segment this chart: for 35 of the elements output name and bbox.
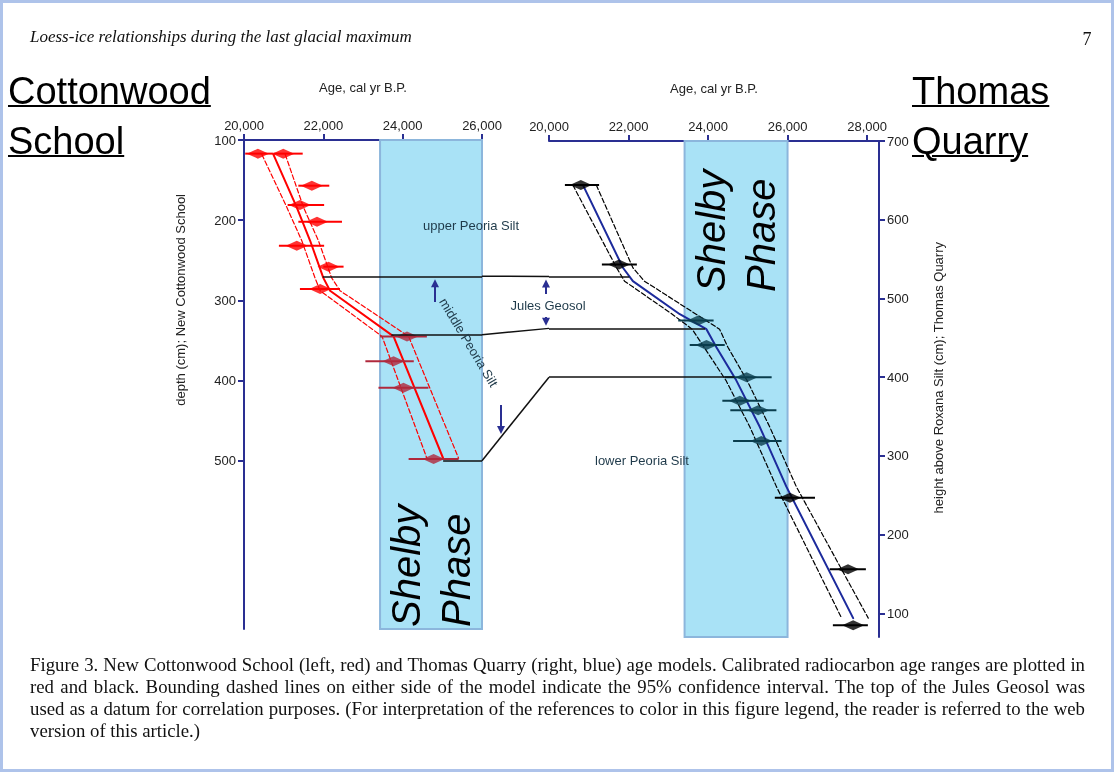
- x-tick-label: 22,000: [608, 119, 649, 134]
- y-axis-title: depth (cm); New Cottonwood School: [172, 194, 188, 407]
- x-tick-label: 24,000: [688, 119, 728, 134]
- band-label: Shelby Phase: [688, 168, 785, 292]
- y-tick-label: 600: [887, 212, 909, 228]
- y-tick-label: 700: [887, 133, 909, 149]
- y-tick-label: 400: [214, 372, 236, 388]
- y-tick-label: 200: [887, 527, 909, 543]
- chart-title: Cottonwood School: [8, 70, 211, 162]
- y-tick-label: 500: [887, 290, 909, 306]
- annotation: upper Peoria Silt: [423, 217, 520, 233]
- y-tick-label: 200: [214, 212, 236, 228]
- y-axis-title: height above Roxana Silt (cm); Thomas Quarry: [930, 241, 946, 514]
- text: Thomas Quarry: [912, 69, 1051, 164]
- band-label: Shelby Phase: [383, 503, 479, 627]
- text: Loess-ice relationships during the last glacial maximum: [30, 27, 412, 47]
- x-tick-label: 26,000: [767, 119, 808, 134]
- y-tick-label: 100: [887, 605, 909, 621]
- y-tick-label: 300: [887, 448, 909, 464]
- x-tick-label: 20,000: [224, 118, 264, 133]
- annotation: lower Peoria Silt: [595, 452, 689, 468]
- x-axis-title: Age, cal yr B.P.: [319, 80, 407, 95]
- text: 7: [1082, 28, 1092, 50]
- y-tick-label: 400: [887, 369, 909, 385]
- x-tick-label: 28,000: [847, 119, 887, 134]
- y-tick-label: 300: [214, 292, 236, 308]
- x-tick-label: 26,000: [462, 118, 502, 133]
- caption: Figure 3. New Cottonwood School (left, red) and Thomas Quarry (right, blue) age models. Calibrated radiocarbon age ranges are plotted in red and black. Bounding dashed lines on either side of the model indicate the 95% confidence interval. The top of the Jules Geosol was used as a datum for correlation purposes. (For interpretation of the references to color in this figure legend, the reader is referred to the web version of this article.): [30, 654, 1085, 742]
- x-tick-label: 22,000: [303, 118, 344, 133]
- x-tick-label: 20,000: [529, 119, 569, 134]
- y-tick-label: 500: [214, 453, 236, 469]
- x-axis-title: Age, cal yr B.P.: [670, 81, 758, 96]
- annotation: Jules Geosol: [510, 297, 586, 313]
- y-tick-label: 100: [214, 132, 236, 148]
- x-tick-label: 24,000: [382, 118, 423, 133]
